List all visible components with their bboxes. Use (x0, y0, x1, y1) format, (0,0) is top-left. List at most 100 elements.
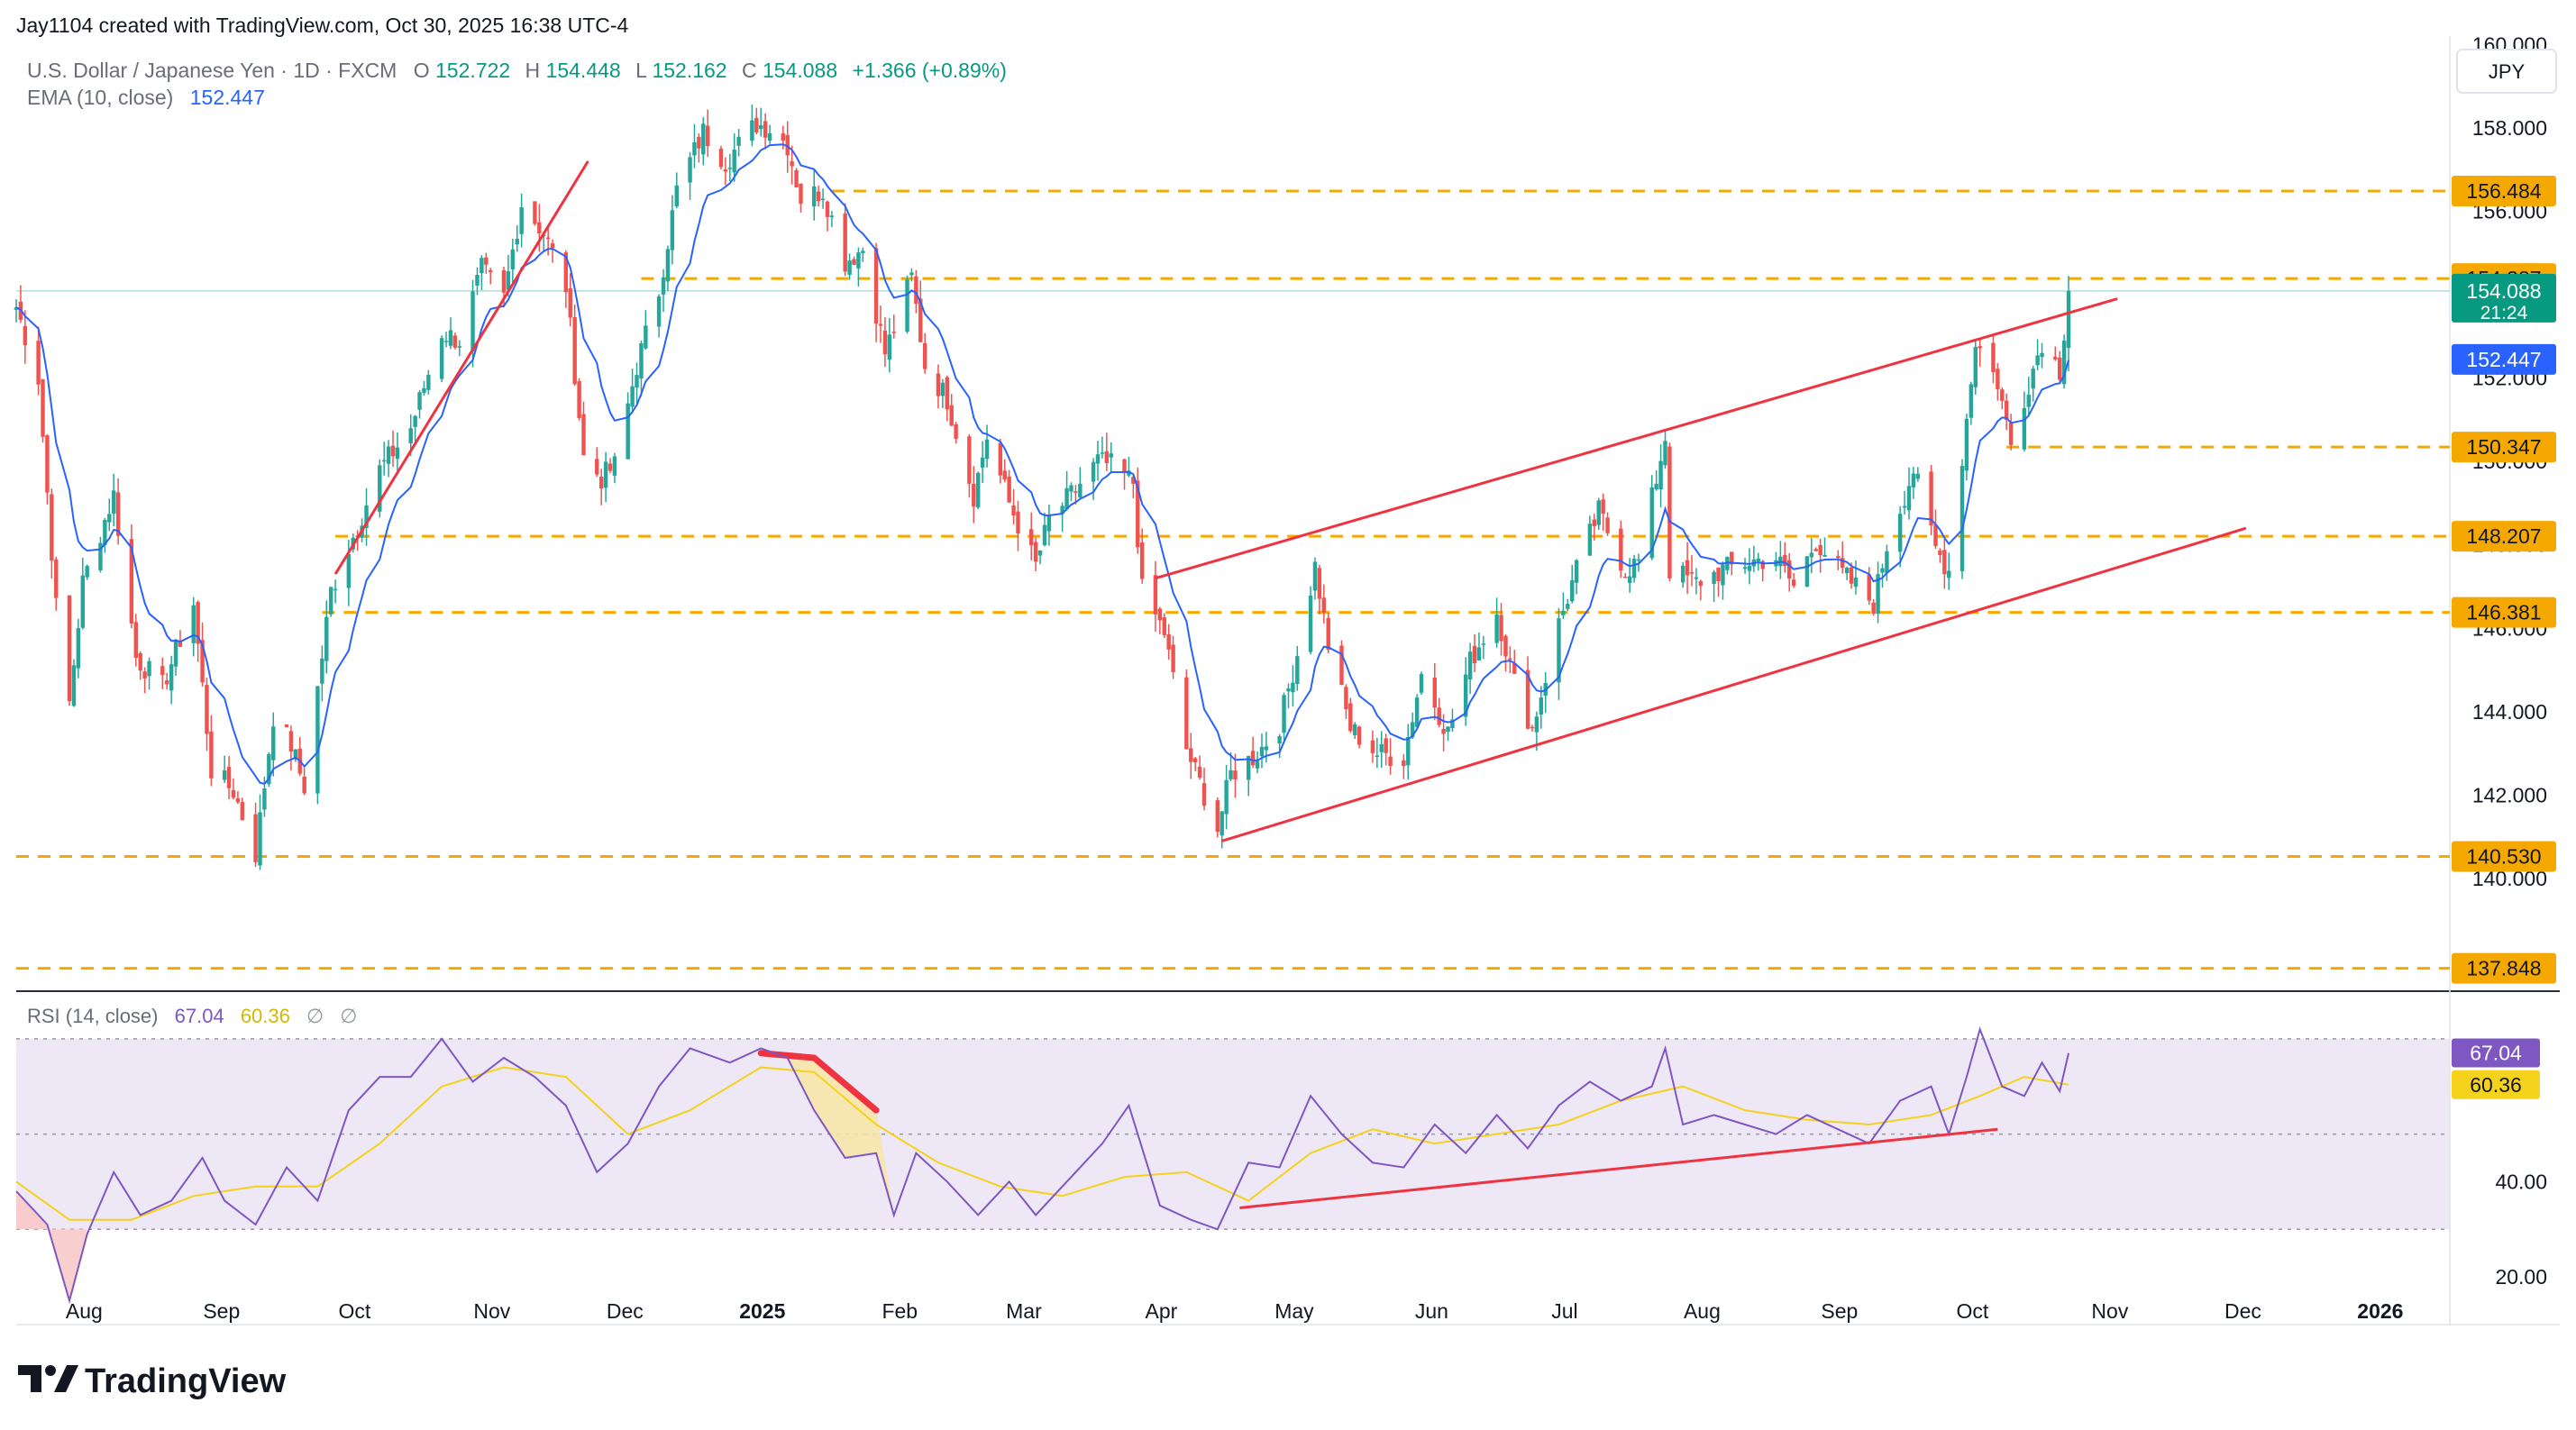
candle-body (200, 640, 205, 683)
rsi-divergence-fill (761, 1048, 894, 1216)
candle-body (568, 287, 572, 318)
candle-body (1286, 688, 1291, 692)
candle-body (67, 595, 72, 702)
price-label-ema: 152.447 (2466, 348, 2541, 371)
tv-logo-mark-v (54, 1365, 78, 1392)
candle-body (1836, 555, 1841, 559)
candle-body (1166, 633, 1171, 650)
candle-body (133, 622, 138, 659)
candle-body (1247, 755, 1251, 780)
candle-body (1481, 643, 1486, 645)
candle-body (759, 124, 763, 130)
price-label-countdown: 21:24 (2480, 303, 2528, 323)
candle-body (288, 731, 294, 752)
candle-body (882, 330, 888, 355)
candle-body (422, 387, 426, 394)
candle-body (240, 802, 245, 821)
candle-body (80, 575, 85, 628)
candle-body (191, 605, 196, 643)
candle-body (1229, 770, 1233, 779)
candle-body (1189, 748, 1193, 762)
candle-body (909, 272, 914, 276)
candle-body (980, 457, 985, 468)
candle-body (816, 191, 821, 202)
candle-body (630, 386, 635, 407)
candle-body (785, 134, 790, 156)
candle-body (1566, 604, 1570, 609)
candle-body (1136, 480, 1140, 548)
close-label: C (742, 59, 757, 82)
time-tick-label: Aug (1684, 1299, 1721, 1323)
candle-body (1224, 779, 1229, 815)
candle-body (222, 770, 227, 780)
candle-body (954, 424, 958, 439)
candle-body (843, 213, 847, 272)
candle-body (457, 346, 462, 348)
candle-body (1694, 577, 1699, 579)
candle-body (23, 325, 28, 346)
candle-body (1127, 470, 1131, 476)
candle-body (510, 249, 516, 269)
candle-body (1973, 347, 1978, 387)
candle-body (861, 250, 865, 253)
candle-body (1259, 746, 1265, 757)
candle-body (998, 442, 1003, 476)
candle-body (267, 753, 271, 785)
candle-body (205, 685, 209, 734)
candle-body (1264, 746, 1269, 751)
candle-body (1060, 506, 1064, 515)
candle-body (922, 342, 927, 369)
rsi-tick-label: 20.00 (2495, 1265, 2547, 1289)
candle-body (196, 602, 200, 644)
credit-text: Jay1104 created with TradingView.com, Oc… (16, 14, 629, 37)
candle-body (940, 382, 945, 396)
candle-body (1139, 542, 1145, 579)
candle-body (1503, 635, 1508, 657)
open-label: O (414, 59, 430, 82)
candle-body (1321, 597, 1327, 613)
candle-body (661, 277, 666, 295)
candle-body (1201, 783, 1207, 806)
candle-body (603, 461, 608, 488)
candle-body (390, 445, 396, 457)
candle-body (665, 249, 671, 282)
candle-body (1849, 567, 1854, 584)
candle-body (489, 269, 493, 273)
currency-button[interactable]: JPY (2456, 49, 2557, 94)
candle-body (138, 652, 142, 671)
candle-body (1215, 800, 1219, 833)
ema-legend[interactable]: EMA (10, close) 152.447 (27, 86, 265, 109)
candle-body (1384, 738, 1388, 753)
candle-body (1357, 726, 1362, 745)
candle-body (626, 403, 630, 460)
candle-body (1933, 524, 1938, 547)
candle-body (1947, 570, 1951, 578)
candle-body (115, 492, 121, 536)
candle-body (324, 616, 329, 661)
candle-body (595, 459, 599, 475)
candle-body (426, 374, 431, 390)
candle-body (1623, 577, 1628, 578)
high-label: H (525, 59, 541, 82)
price-label-level: 137.848 (2466, 957, 2541, 980)
candle-body (98, 542, 103, 571)
time-tick-label: Jul (1551, 1299, 1577, 1323)
candle-body (1649, 487, 1654, 559)
candle-body (936, 373, 941, 396)
candle-body (688, 157, 692, 183)
candle-body (103, 519, 107, 545)
candle-body (550, 243, 555, 249)
time-tick-label: Aug (66, 1299, 103, 1323)
candle-body (1605, 517, 1610, 533)
candle-body (1760, 560, 1765, 569)
candle-body (829, 215, 835, 217)
candle-body (1867, 574, 1871, 601)
candle-body (1375, 755, 1380, 758)
rsi-legend[interactable]: RSI (14, close) 67.04 60.36 ∅ ∅ (27, 1005, 357, 1027)
rsi-tick-label: 40.00 (2495, 1170, 2547, 1193)
candle-body (736, 136, 741, 146)
time-tick-label: Sep (1821, 1299, 1858, 1323)
ohlc-legend[interactable]: U.S. Dollar / Japanese Yen · 1D · FXCM O… (27, 59, 1007, 82)
candle-body (754, 117, 759, 133)
